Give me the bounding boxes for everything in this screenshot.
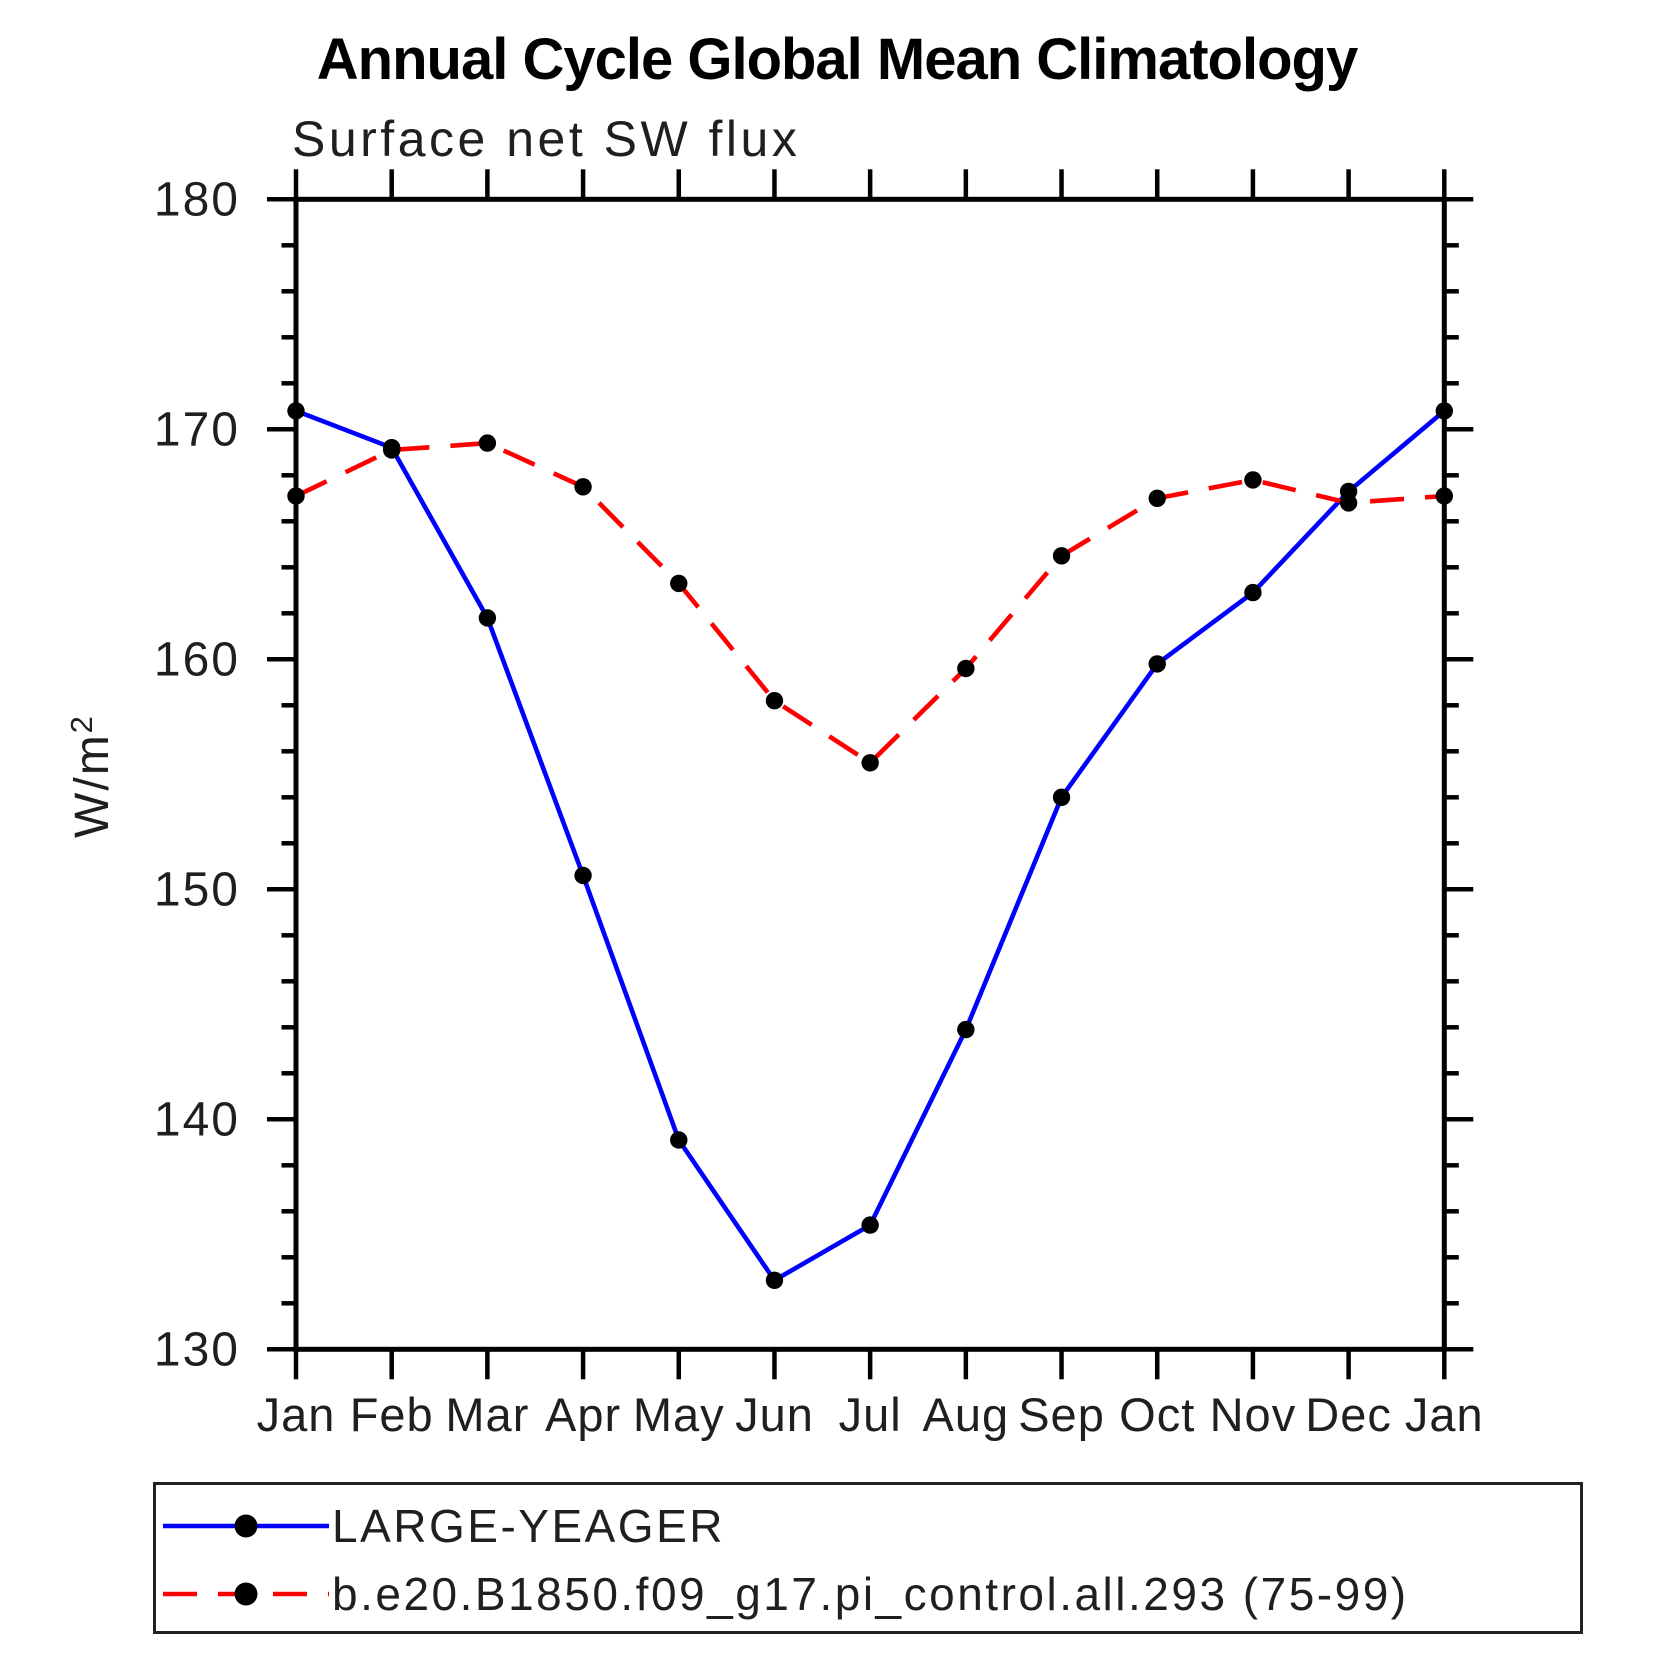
plot-frame bbox=[293, 196, 1447, 1352]
series-1-marker bbox=[382, 441, 401, 459]
series-0-marker bbox=[861, 1216, 879, 1234]
series-0-marker bbox=[1435, 402, 1454, 420]
y-axis-tick-label: 130 bbox=[154, 1323, 240, 1376]
series-1-marker bbox=[765, 692, 784, 710]
legend-box: LARGE-YEAGER b.e20.B1850.f09_g17.pi_cont… bbox=[153, 1482, 1583, 1634]
series-0-marker bbox=[670, 1131, 688, 1149]
legend-sample-dashed-line bbox=[163, 1582, 329, 1606]
y-axis-tick-label: 170 bbox=[154, 403, 240, 456]
series-1-marker bbox=[1052, 547, 1071, 565]
series-1-marker bbox=[478, 434, 497, 452]
series-0-marker bbox=[287, 402, 305, 420]
x-axis-month-label: Jan bbox=[257, 1388, 336, 1441]
chart-title: Annual Cycle Global Mean Climatology bbox=[316, 27, 1358, 92]
series-0-marker bbox=[478, 609, 497, 627]
series-0-marker bbox=[765, 1271, 784, 1290]
x-axis-month-label: Sep bbox=[1018, 1388, 1105, 1441]
series-0-marker bbox=[957, 1020, 975, 1039]
legend-marker-dot bbox=[234, 1582, 258, 1606]
series-1-line bbox=[295, 440, 1445, 766]
y-axis-title: W/m2 bbox=[64, 714, 119, 838]
x-axis-month-label: Aug bbox=[923, 1388, 1010, 1441]
y-axis-tick-label: 160 bbox=[154, 633, 240, 686]
y-axis-tick-label: 180 bbox=[154, 173, 240, 226]
x-axis-month-label: Mar bbox=[445, 1388, 529, 1441]
series-0-marker bbox=[1244, 583, 1262, 602]
x-axis-month-label: Oct bbox=[1119, 1388, 1195, 1441]
series-0-marker bbox=[574, 866, 592, 885]
x-axis-month-label: Jul bbox=[839, 1388, 902, 1441]
x-axis-month-label: Apr bbox=[545, 1388, 621, 1441]
series-1-marker bbox=[670, 574, 688, 593]
x-axis-month-label: Jan bbox=[1405, 1388, 1484, 1441]
series-1-marker bbox=[1435, 487, 1454, 505]
series-1-marker bbox=[287, 487, 305, 505]
series-1-marker bbox=[1244, 471, 1262, 489]
y-axis-tick-label: 140 bbox=[154, 1093, 240, 1146]
chart-subtitle: Surface net SW flux bbox=[292, 111, 801, 167]
series-0-marker bbox=[1052, 788, 1071, 806]
series-1-marker bbox=[1339, 494, 1358, 512]
series-1-marker bbox=[1148, 489, 1166, 507]
series-1-marker bbox=[861, 754, 879, 772]
legend-entry-large-yeager: LARGE-YEAGER bbox=[160, 1500, 725, 1552]
x-axis-month-label: Jun bbox=[735, 1388, 814, 1441]
series-0-line bbox=[295, 408, 1446, 1284]
y-axis-tick-label: 150 bbox=[154, 863, 240, 916]
series-1-marker bbox=[957, 659, 975, 678]
legend-marker-dot bbox=[234, 1514, 258, 1538]
x-axis-month-label: Feb bbox=[350, 1388, 434, 1441]
x-axis-month-label: Dec bbox=[1305, 1388, 1392, 1441]
x-axis-month-label: Nov bbox=[1210, 1388, 1297, 1441]
x-axis-month-label: May bbox=[633, 1388, 725, 1441]
legend-label-pi-control: b.e20.B1850.f09_g17.pi_control.all.293 (… bbox=[332, 1568, 1409, 1620]
series-0-marker bbox=[1148, 655, 1166, 673]
legend-label-large-yeager: LARGE-YEAGER bbox=[332, 1500, 725, 1552]
legend-sample-solid-line bbox=[163, 1514, 329, 1538]
legend-entry-pi-control: b.e20.B1850.f09_g17.pi_control.all.293 (… bbox=[160, 1568, 1409, 1620]
series-1-marker bbox=[574, 478, 592, 496]
